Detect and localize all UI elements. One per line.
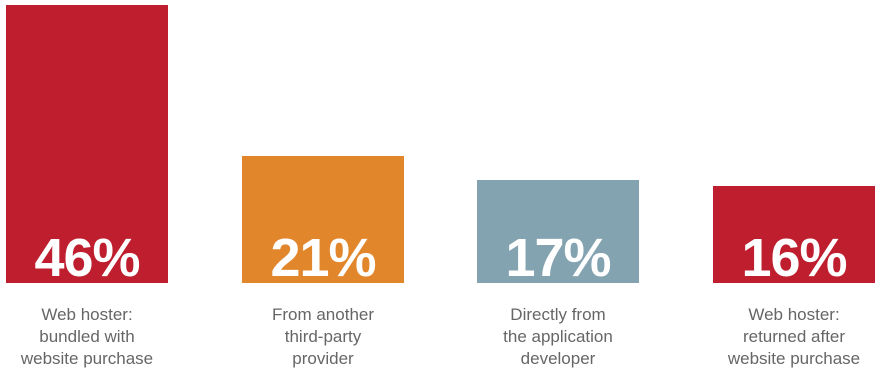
bar — [6, 5, 168, 283]
bar-value-label: 17% — [505, 231, 611, 283]
category-label: Web hoster: returned after website purch… — [727, 305, 861, 368]
category-label: From another third-party provider — [271, 305, 375, 368]
bar-value-label: 46% — [34, 231, 140, 283]
bar — [242, 156, 404, 283]
bar — [477, 180, 639, 283]
category-label: Directly from the application developer — [503, 305, 613, 368]
bar-value-label: 21% — [270, 231, 376, 283]
bar-value-label: 16% — [741, 231, 847, 283]
bar — [713, 186, 875, 283]
category-label: Web hoster: bundled with website purchas… — [20, 305, 154, 368]
